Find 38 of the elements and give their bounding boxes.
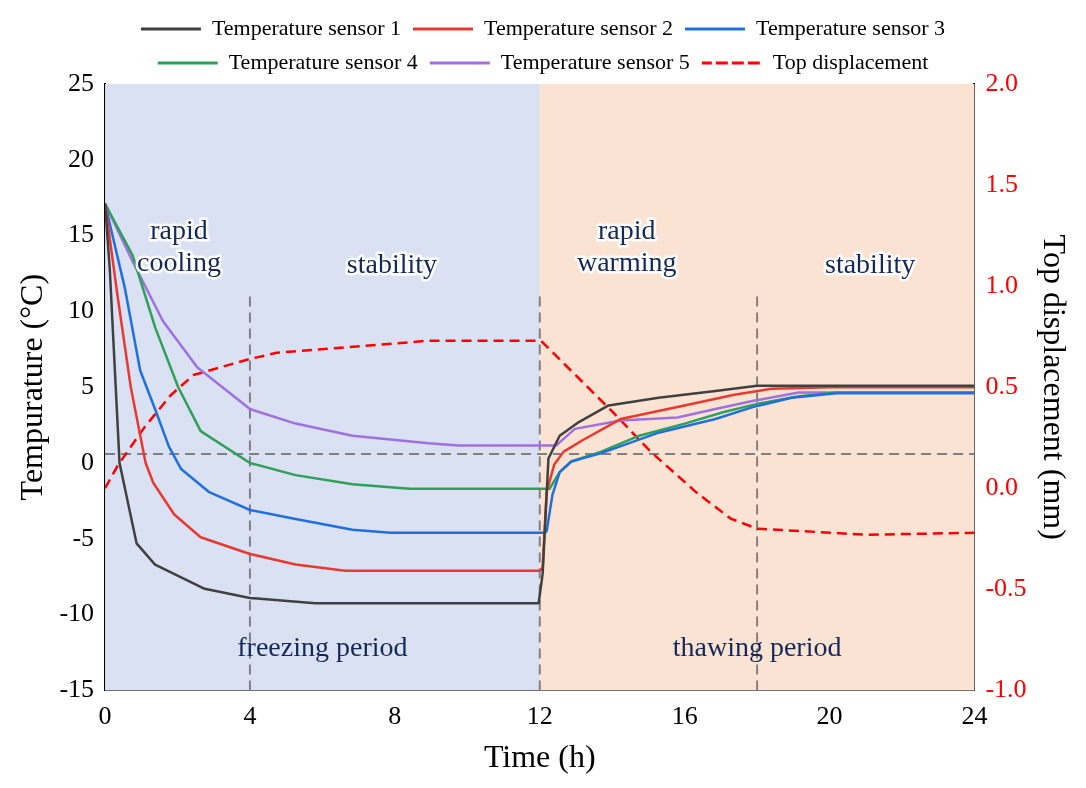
y2-tick-label: 0.5 — [985, 371, 1018, 401]
band-label: thawing period — [672, 630, 842, 662]
y2-tick-label: 0.0 — [985, 472, 1018, 502]
legend-label: Temperature sensor 1 — [211, 14, 401, 40]
y2-tick-label: 2.0 — [985, 67, 1018, 97]
y-tick-label: -15 — [59, 674, 95, 704]
legend-label: Temperature sensor 2 — [483, 14, 674, 40]
legend-label: Temperature sensor 5 — [500, 48, 690, 74]
band-label: freezing period — [237, 630, 408, 662]
y-tick-label: -5 — [72, 522, 95, 552]
y2-tick-label: -0.5 — [985, 573, 1027, 603]
y-tick-label: 15 — [68, 219, 95, 249]
annotation: stability — [346, 248, 438, 280]
x-tick-label: 24 — [961, 700, 988, 730]
x-tick-label: 4 — [243, 700, 257, 730]
annotation: stability — [825, 248, 916, 280]
legend-label: Top displacement — [772, 48, 929, 74]
annotation: rapid warming — [576, 214, 677, 278]
line-series — [105, 339, 975, 537]
y-tick-label: 0 — [81, 446, 95, 476]
y2-tick-label: 1.5 — [985, 168, 1018, 198]
y2-axis-title: Top displacement (mm) — [1037, 234, 1074, 540]
y-tick-label: 25 — [68, 67, 95, 97]
y-tick-label: -10 — [59, 598, 95, 628]
legend-label: Temperature sensor 3 — [756, 14, 946, 40]
x-axis-title: Time (h) — [483, 738, 596, 775]
y-axis-title: Tempurature (°C) — [12, 273, 49, 501]
y-tick-label: 5 — [81, 371, 95, 401]
legend-label: Temperature sensor 4 — [228, 48, 418, 74]
x-tick-label: 12 — [526, 700, 553, 730]
x-tick-label: 8 — [388, 700, 402, 730]
y-tick-label: 20 — [68, 143, 95, 173]
x-tick-label: 20 — [816, 700, 843, 730]
y2-tick-label: 1.0 — [985, 269, 1018, 299]
y2-tick-label: -1.0 — [985, 674, 1027, 704]
y-tick-label: 10 — [68, 295, 95, 325]
annotation: rapid cooling — [136, 214, 221, 278]
x-tick-label: 16 — [671, 700, 698, 730]
